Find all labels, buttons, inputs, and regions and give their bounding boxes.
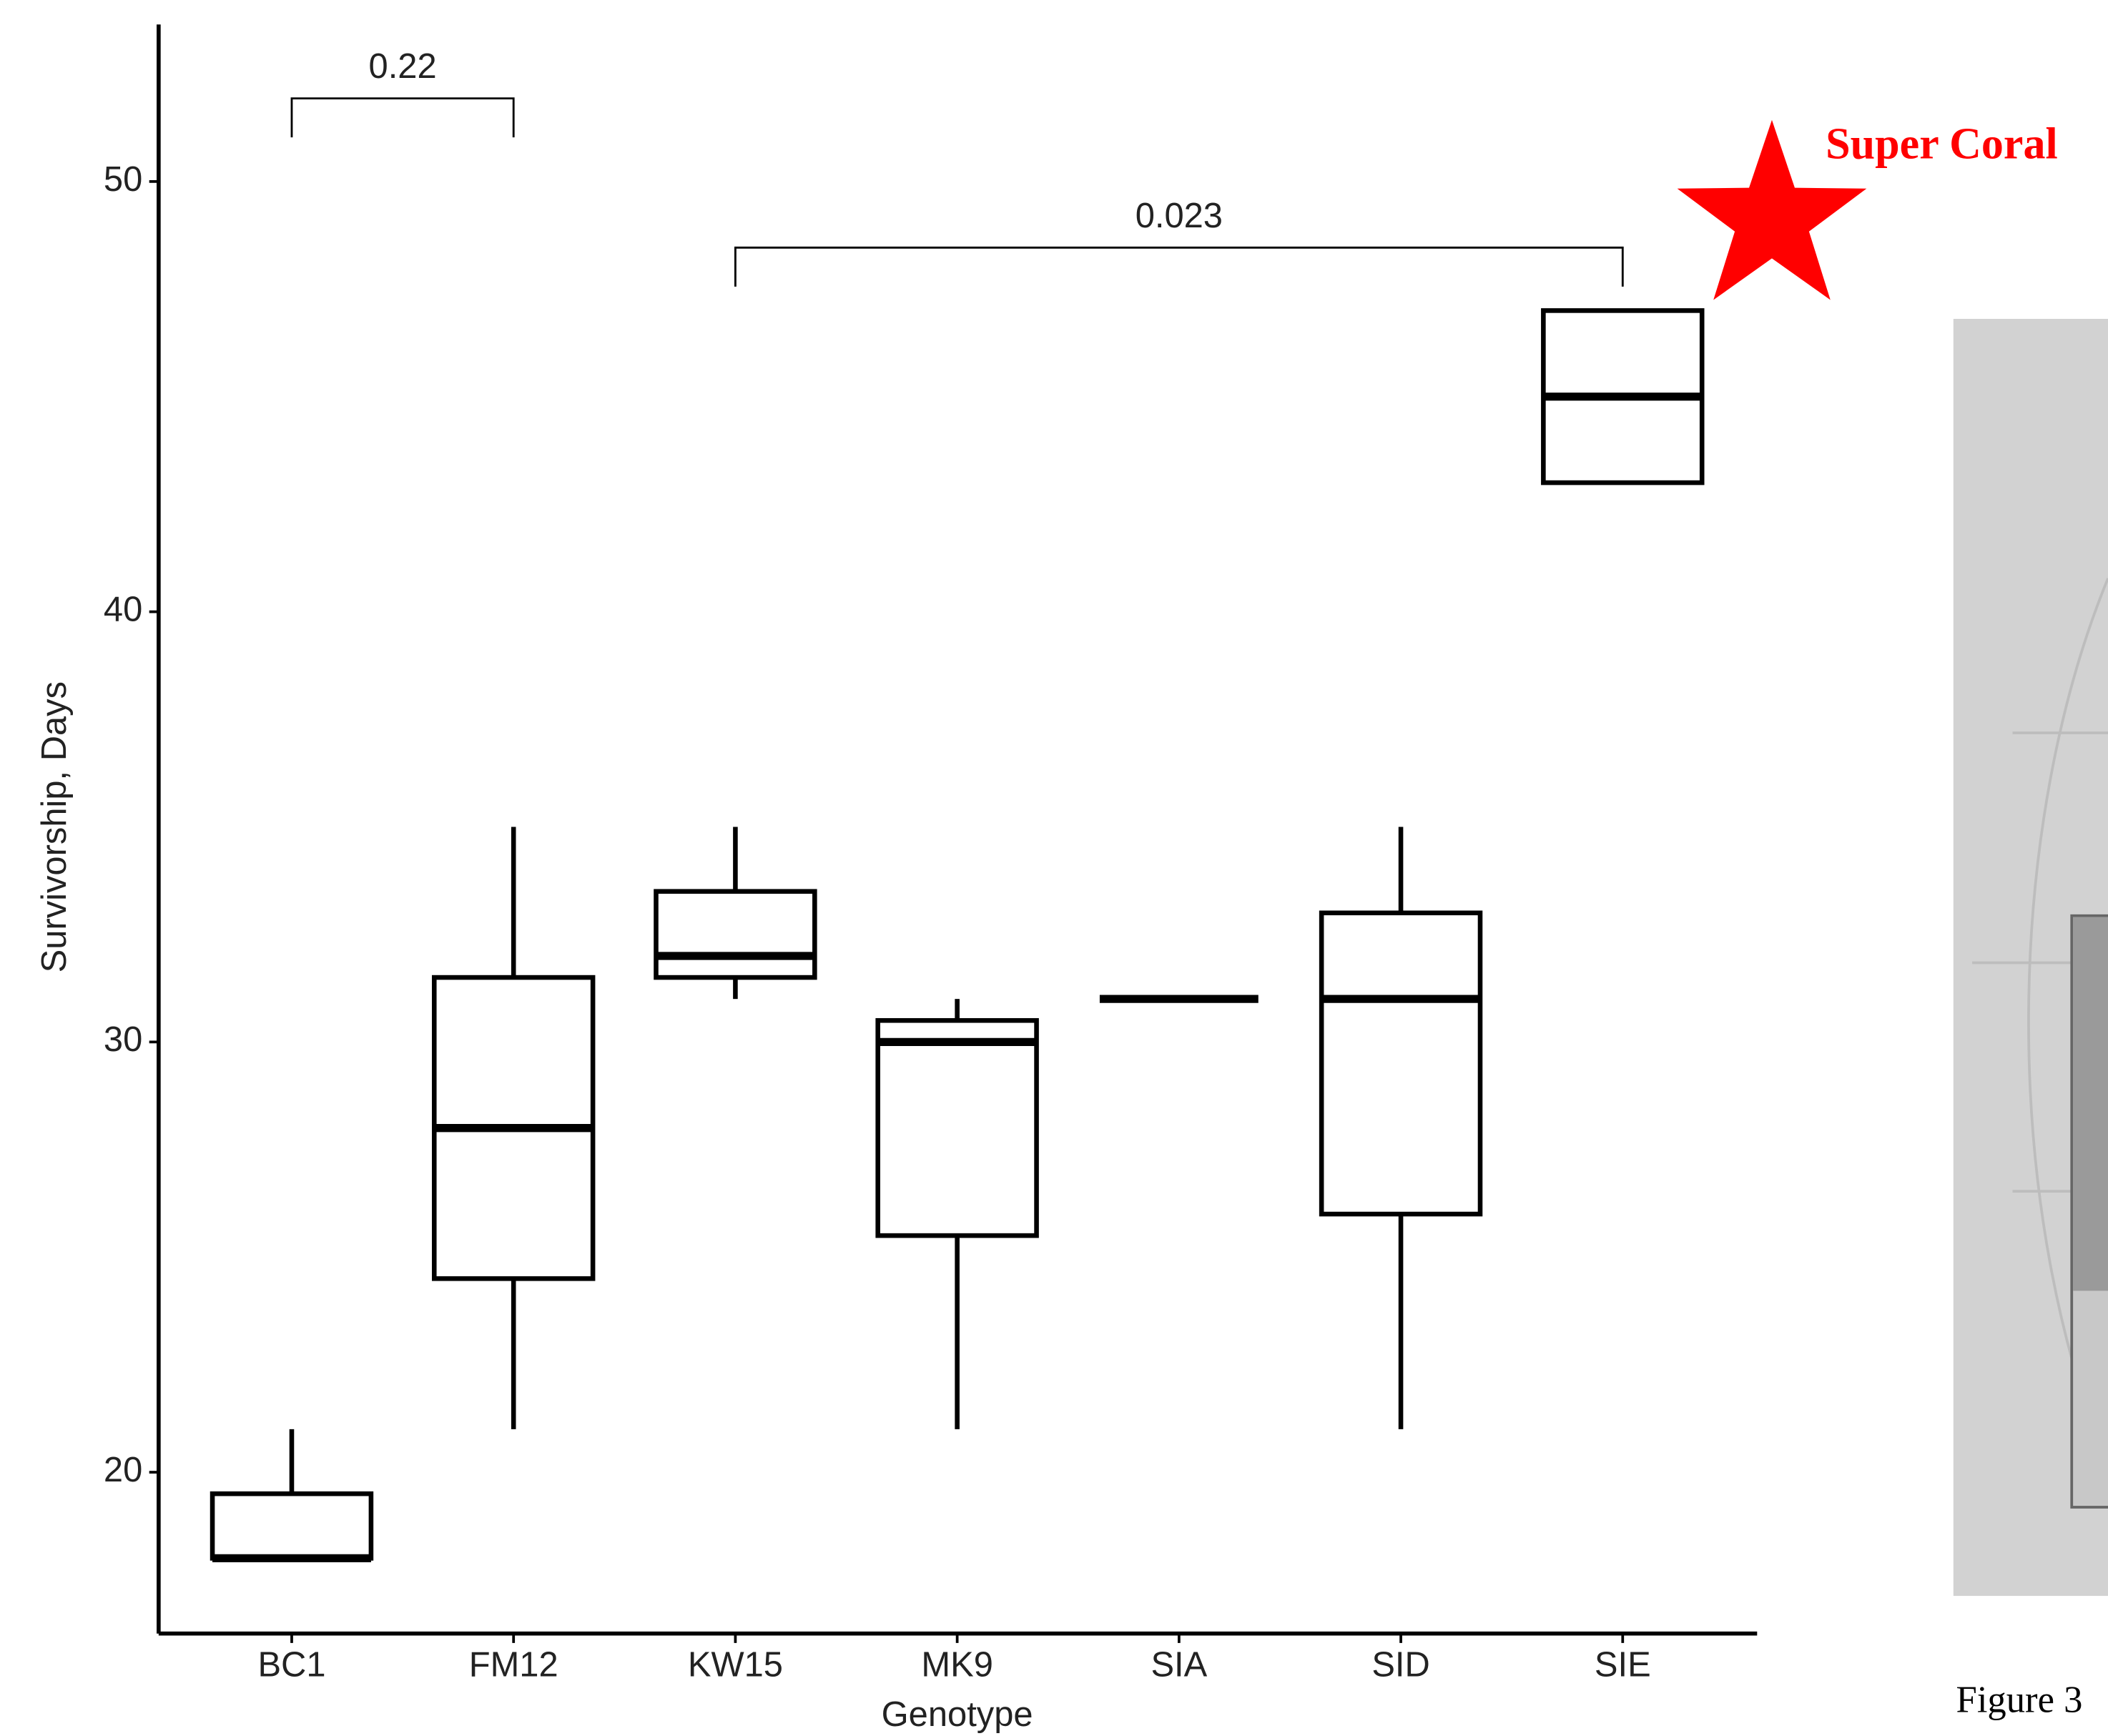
p-value: 0.22 [369, 47, 437, 86]
p-value: 0.023 [1136, 197, 1223, 235]
box [1321, 913, 1480, 1214]
x-tick-label: MK9 [921, 1646, 993, 1685]
x-tick-label: BC1 [257, 1646, 325, 1685]
y-tick-label: 40 [104, 591, 142, 629]
box [212, 1494, 371, 1558]
page: Figure 3 Genotype Survivorship, Days 20 3… [0, 0, 2108, 1736]
comparison-bracket [735, 247, 1622, 287]
inner-fill [2073, 917, 2108, 1291]
side-figure: Figure 3 [1954, 319, 2108, 1721]
y-tick-label: 50 [104, 160, 142, 199]
comparison-bracket [292, 99, 513, 138]
chart: Figure 3 Genotype Survivorship, Days 20 3… [0, 0, 2108, 1736]
x-tick-label: SIE [1595, 1646, 1651, 1685]
x-tick-label: SID [1371, 1646, 1429, 1685]
x-axis-title: Genotype [882, 1695, 1033, 1734]
y-axis-title: Survivorship, Days [35, 681, 74, 972]
x-tick-label: SIA [1151, 1646, 1207, 1685]
figure-caption: Figure 3 [1956, 1680, 2083, 1721]
y-tick-label: 30 [104, 1020, 142, 1059]
y-tick-label: 20 [104, 1451, 142, 1489]
box [656, 892, 814, 977]
x-tick-label: KW15 [688, 1646, 783, 1685]
x-tick-label: FM12 [469, 1646, 558, 1685]
highlight-label: Super Coral [1826, 119, 2058, 168]
box [878, 1020, 1037, 1236]
